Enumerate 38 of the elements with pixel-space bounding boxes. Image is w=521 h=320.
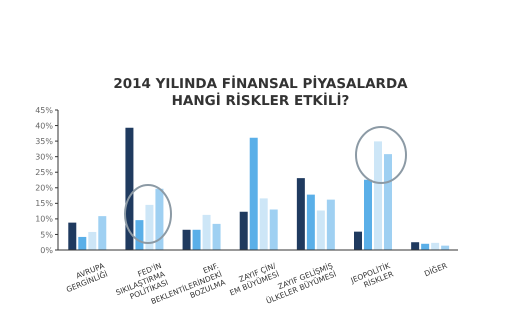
bar [192, 230, 201, 250]
bar [316, 210, 325, 250]
bar [68, 222, 76, 250]
y-tick-label: 30% [35, 152, 54, 162]
bar [98, 216, 106, 250]
y-tick-label: 35% [35, 136, 54, 146]
bar [374, 141, 382, 250]
bar [384, 154, 392, 250]
bar [260, 198, 268, 250]
y-tick-label: 45% [35, 106, 54, 115]
y-tick-label: 40% [35, 121, 54, 130]
bar [212, 224, 221, 250]
chart-title: 2014 YILINDA FİNANSAL PİYASALARDA HANGİ RİSKLER ETKİLİ? [112, 76, 409, 109]
y-tick-label: 20% [35, 184, 54, 193]
bar [88, 232, 96, 250]
bar [78, 236, 86, 250]
y-tick-label: 5% [40, 230, 54, 240]
y-tick-label: 0% [40, 246, 54, 255]
bar [326, 200, 335, 250]
bar [145, 204, 154, 250]
bar [202, 214, 211, 250]
bar [441, 246, 450, 250]
bar [431, 242, 440, 250]
bar [135, 220, 144, 250]
bar [306, 194, 315, 250]
y-tick-label: 10% [35, 214, 54, 224]
bar [182, 230, 191, 250]
bar [125, 128, 134, 250]
bar [296, 178, 305, 250]
bar [354, 232, 362, 250]
bar [364, 180, 372, 250]
bar [155, 188, 164, 250]
bar [411, 242, 420, 250]
bar [270, 210, 278, 250]
bar [240, 212, 248, 250]
y-tick-label: 15% [35, 199, 54, 208]
y-tick-label: 25% [35, 168, 54, 178]
bar [250, 138, 258, 250]
